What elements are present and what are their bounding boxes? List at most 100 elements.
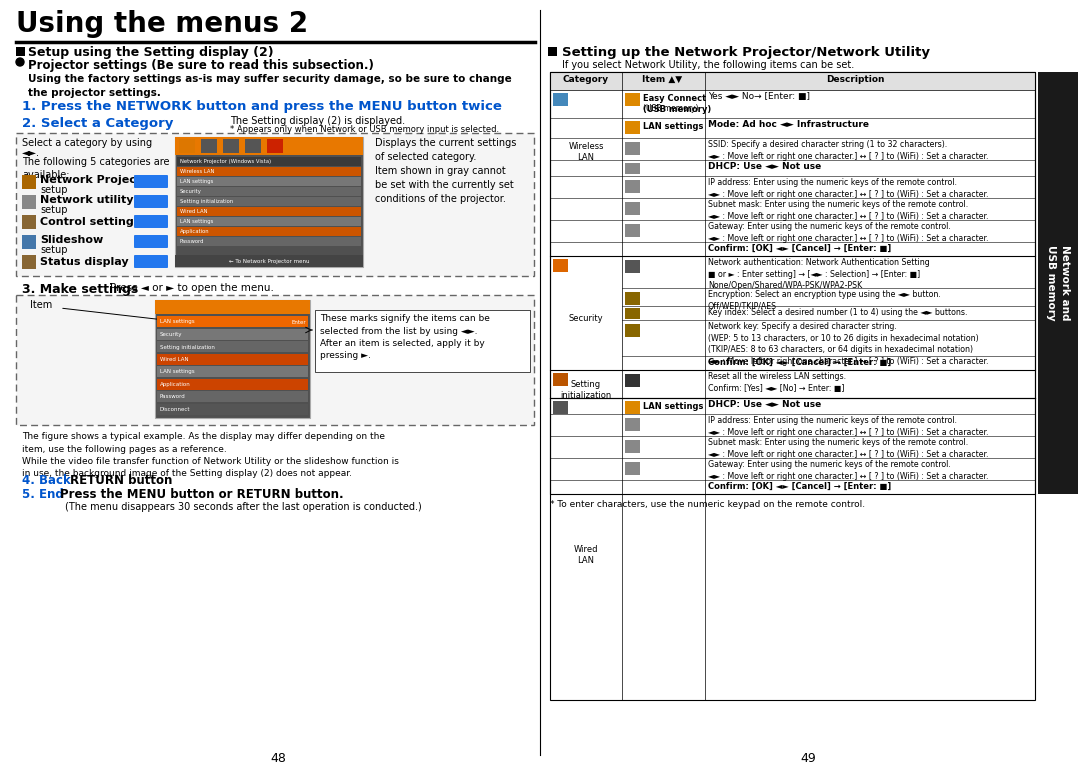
Bar xyxy=(625,142,640,155)
Bar xyxy=(222,139,239,153)
Text: Network Projector (Windows Vista): Network Projector (Windows Vista) xyxy=(180,159,271,164)
Bar xyxy=(22,235,36,249)
Text: Network utility: Network utility xyxy=(40,195,134,205)
Bar xyxy=(1038,72,1078,494)
Text: DHCP: Use ◄► Not use: DHCP: Use ◄► Not use xyxy=(708,400,821,409)
FancyBboxPatch shape xyxy=(134,175,168,188)
Bar xyxy=(16,47,25,56)
FancyBboxPatch shape xyxy=(134,255,168,268)
Bar xyxy=(245,139,261,153)
Bar xyxy=(177,197,361,206)
FancyBboxPatch shape xyxy=(134,215,168,228)
Text: Item ▲▼: Item ▲▼ xyxy=(642,75,683,84)
Bar xyxy=(625,374,640,387)
Text: setup: setup xyxy=(40,205,67,215)
Text: Easy Connect
(USB memory): Easy Connect (USB memory) xyxy=(643,94,712,114)
Bar xyxy=(22,175,36,189)
Bar xyxy=(175,137,363,267)
Text: p.49: p.49 xyxy=(139,197,162,206)
Text: Wired LAN: Wired LAN xyxy=(180,209,207,214)
Text: 5. End: 5. End xyxy=(22,488,64,501)
Text: setup: setup xyxy=(40,185,67,195)
Text: Status display: Status display xyxy=(40,257,129,267)
Text: Confirm: [OK] ◄► [Cancel] → [Enter: ■]: Confirm: [OK] ◄► [Cancel] → [Enter: ■] xyxy=(708,482,891,491)
Text: Projector settings (Be sure to read this subsection.): Projector settings (Be sure to read this… xyxy=(28,59,374,72)
Text: Slideshow: Slideshow xyxy=(40,235,104,245)
Bar xyxy=(177,227,361,236)
Bar xyxy=(157,378,308,389)
Bar xyxy=(177,167,361,176)
Bar xyxy=(177,217,361,226)
Text: Password: Password xyxy=(160,394,186,400)
Text: SSID: Specify a desired character string (1 to 32 characters).
◄► : Move left or: SSID: Specify a desired character string… xyxy=(708,140,988,161)
Text: Security: Security xyxy=(160,332,183,337)
Text: Wired
LAN: Wired LAN xyxy=(573,545,598,565)
Text: * To enter characters, use the numeric keypad on the remote control.: * To enter characters, use the numeric k… xyxy=(550,500,865,509)
Bar xyxy=(625,292,640,305)
Text: ← To Network Projector menu: ← To Network Projector menu xyxy=(229,258,309,264)
Text: LAN settings: LAN settings xyxy=(160,319,194,325)
Text: LAN settings: LAN settings xyxy=(180,179,214,184)
Text: (The menu disappears 30 seconds after the last operation is conducted.): (The menu disappears 30 seconds after th… xyxy=(65,502,422,512)
Text: 3. Make settings: 3. Make settings xyxy=(22,283,138,296)
Text: Application: Application xyxy=(160,382,191,387)
Text: Setting
initialization: Setting initialization xyxy=(561,380,611,400)
Text: Network Projector: Network Projector xyxy=(40,175,154,185)
Text: Yes ◄► No→ [Enter: ■]: Yes ◄► No→ [Enter: ■] xyxy=(708,92,810,101)
Text: Press the MENU button or RETURN button.: Press the MENU button or RETURN button. xyxy=(60,488,343,501)
Text: LAN settings: LAN settings xyxy=(643,122,703,131)
Bar xyxy=(625,224,640,237)
Bar xyxy=(177,237,361,246)
Text: Subnet mask: Enter using the numeric keys of the remote control.
◄► : Move left : Subnet mask: Enter using the numeric key… xyxy=(708,200,988,221)
Text: 4. Back: 4. Back xyxy=(22,474,71,487)
Text: Setting initialization: Setting initialization xyxy=(160,345,215,349)
Text: DHCP: Use ◄► Not use: DHCP: Use ◄► Not use xyxy=(708,162,821,171)
Text: LAN settings: LAN settings xyxy=(160,369,194,375)
Bar xyxy=(625,308,640,319)
Bar xyxy=(625,462,640,475)
Text: 48: 48 xyxy=(270,752,286,765)
Bar xyxy=(625,121,640,134)
Bar xyxy=(625,324,640,337)
Bar xyxy=(175,137,363,155)
Text: Setting up the Network Projector/Network Utility: Setting up the Network Projector/Network… xyxy=(562,46,930,59)
Text: Wired LAN: Wired LAN xyxy=(160,357,189,362)
Text: 1. Press the NETWORK button and press the MENU button twice: 1. Press the NETWORK button and press th… xyxy=(22,100,502,113)
Bar xyxy=(201,139,217,153)
Text: RETURN button: RETURN button xyxy=(70,474,173,487)
Bar xyxy=(157,329,308,339)
Text: Disconnect: Disconnect xyxy=(160,407,190,412)
Text: p.55: p.55 xyxy=(140,217,162,226)
Text: Password: Password xyxy=(180,239,204,244)
Bar xyxy=(625,180,640,193)
Text: p.49: p.49 xyxy=(139,177,162,186)
Bar xyxy=(157,316,308,327)
Bar xyxy=(175,255,363,267)
Bar xyxy=(553,259,568,272)
Bar xyxy=(625,418,640,431)
Text: Network and
USB memory: Network and USB memory xyxy=(1047,245,1069,321)
Bar xyxy=(177,207,361,216)
Text: IP address: Enter using the numeric keys of the remote control.
◄► : Move left o: IP address: Enter using the numeric keys… xyxy=(708,416,988,437)
Circle shape xyxy=(16,58,24,66)
Text: Setting initialization: Setting initialization xyxy=(180,199,233,204)
Text: Network authentication: Network Authentication Setting
■ or ► : Enter setting] →: Network authentication: Network Authenti… xyxy=(708,258,930,290)
Bar xyxy=(625,401,640,414)
Bar xyxy=(625,440,640,453)
Text: Mode: Ad hoc ◄► Infrastructure: Mode: Ad hoc ◄► Infrastructure xyxy=(708,120,869,129)
Text: The following 5 categories are
available:: The following 5 categories are available… xyxy=(22,157,170,180)
Text: Confirm: [OK] ◄► [Cancel] → [Enter: ■]: Confirm: [OK] ◄► [Cancel] → [Enter: ■] xyxy=(708,358,891,367)
Text: Gateway: Enter using the numeric keys of the remote control.
◄► : Move left or r: Gateway: Enter using the numeric keys of… xyxy=(708,222,988,243)
Bar xyxy=(177,187,361,196)
Text: Setup using the Setting display (2): Setup using the Setting display (2) xyxy=(28,46,273,59)
FancyBboxPatch shape xyxy=(134,235,168,248)
Text: Application: Application xyxy=(180,229,210,234)
Text: IP address: Enter using the numeric keys of the remote control.
◄► : Move left o: IP address: Enter using the numeric keys… xyxy=(708,178,988,198)
Text: Wireless LAN: Wireless LAN xyxy=(180,169,214,174)
Bar xyxy=(625,260,640,273)
Text: Gateway: Enter using the numeric keys of the remote control.
◄► : Move left or r: Gateway: Enter using the numeric keys of… xyxy=(708,460,988,480)
Bar xyxy=(550,72,1035,90)
Text: 49: 49 xyxy=(800,752,815,765)
Text: p.58: p.58 xyxy=(140,257,162,266)
Text: Wireless
LAN: Wireless LAN xyxy=(568,142,604,162)
